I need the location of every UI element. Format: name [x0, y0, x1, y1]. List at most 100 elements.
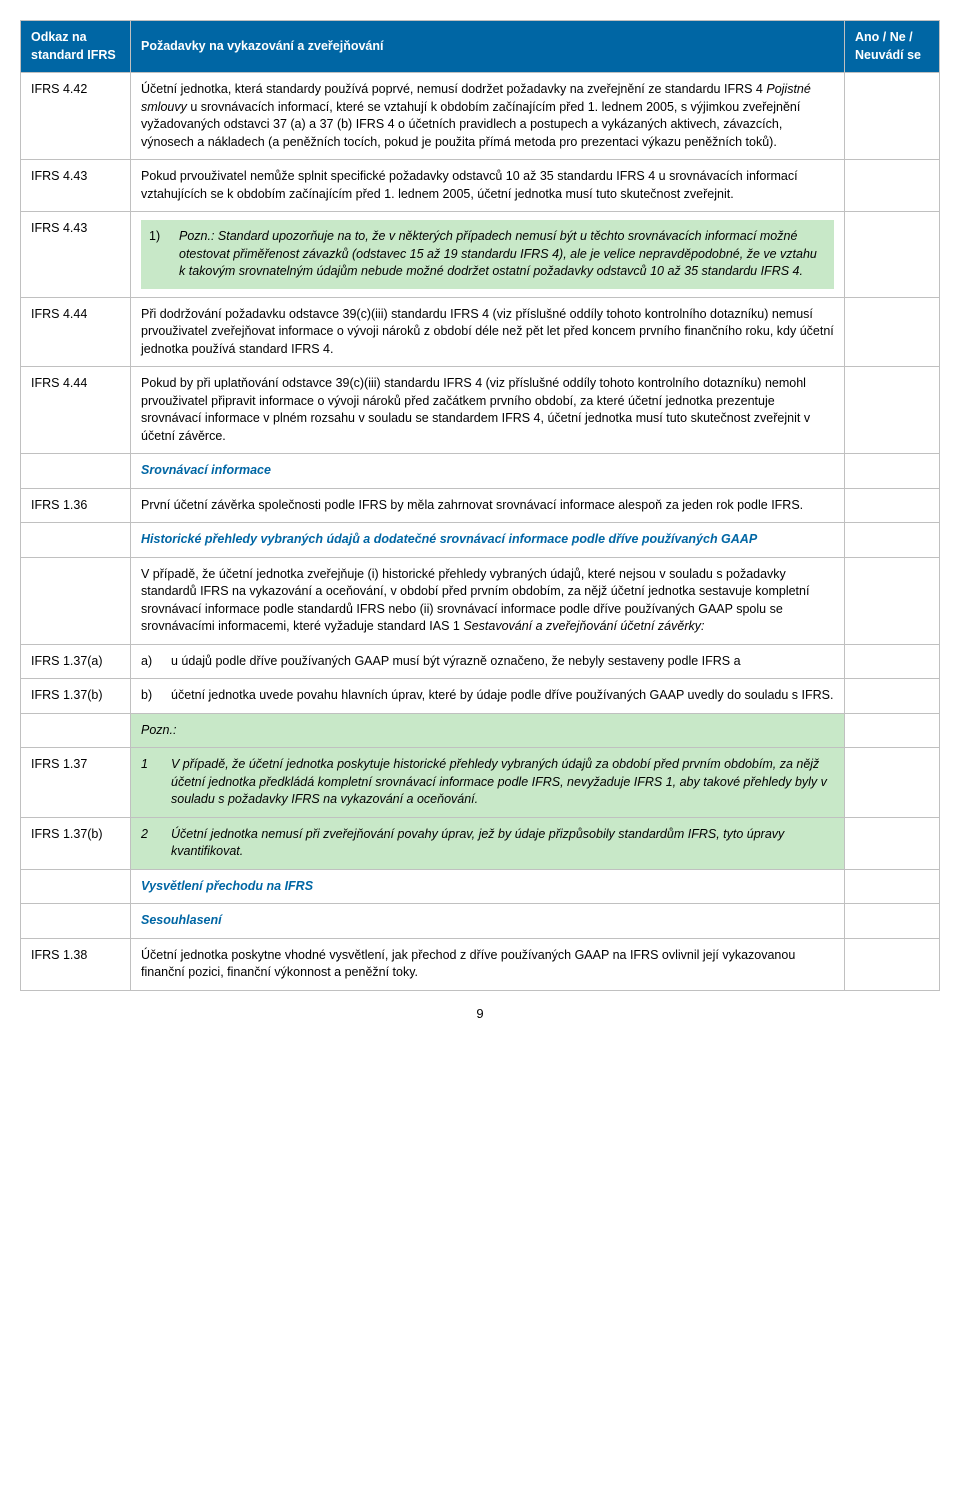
- ref-cell: IFRS 1.37(b): [21, 679, 131, 714]
- note-text: Pozn.: Standard upozorňuje na to, že v n…: [179, 228, 826, 281]
- yn-cell: [845, 297, 940, 367]
- yn-cell: [845, 748, 940, 818]
- yn-cell: [845, 212, 940, 298]
- table-row: IFRS 1.38 Účetní jednotka poskytne vhodn…: [21, 938, 940, 990]
- italic-term: Pojistné smlouvy: [141, 82, 811, 114]
- note-body: V případě, že účetní jednotka poskytuje …: [171, 756, 834, 809]
- req-cell: Pokud by při uplatňování odstavce 39(c)(…: [131, 367, 845, 454]
- table-row: IFRS 4.43 Pokud prvouživatel nemůže spln…: [21, 160, 940, 212]
- ref-cell: [21, 904, 131, 939]
- list-item: a) u údajů podle dříve používaných GAAP …: [141, 653, 834, 671]
- yn-cell: [845, 367, 940, 454]
- ref-cell: [21, 713, 131, 748]
- note-body: Účetní jednotka nemusí při zveřejňování …: [171, 826, 834, 861]
- req-cell: Pozn.:: [131, 713, 845, 748]
- req-cell: Při dodržování požadavku odstavce 39(c)(…: [131, 297, 845, 367]
- req-cell: Účetní jednotka, která standardy používá…: [131, 73, 845, 160]
- note-item: 1 V případě, že účetní jednotka poskytuj…: [141, 756, 834, 809]
- table-header-row: Odkaz na standard IFRS Požadavky na vyka…: [21, 21, 940, 73]
- table-row: IFRS 1.36 První účetní závěrka společnos…: [21, 488, 940, 523]
- req-cell: Účetní jednotka poskytne vhodné vysvětle…: [131, 938, 845, 990]
- table-row: Sesouhlasení: [21, 904, 940, 939]
- header-req: Požadavky na vykazování a zveřejňování: [131, 21, 845, 73]
- list-letter: a): [141, 653, 159, 671]
- subhead: Sesouhlasení: [141, 913, 222, 927]
- req-text: Při dodržování požadavku odstavce 39(c)(…: [141, 307, 834, 356]
- yn-cell: [845, 869, 940, 904]
- table-row: IFRS 1.37(b) b) účetní jednotka uvede po…: [21, 679, 940, 714]
- list-item: b) účetní jednotka uvede povahu hlavních…: [141, 687, 834, 705]
- list-letter: b): [141, 687, 159, 705]
- subhead: Srovnávací informace: [141, 463, 271, 477]
- subhead: Vysvětlení přechodu na IFRS: [141, 879, 313, 893]
- req-cell: Pokud prvouživatel nemůže splnit specifi…: [131, 160, 845, 212]
- pozn-label: Pozn.:: [141, 723, 176, 737]
- disclosure-table: Odkaz na standard IFRS Požadavky na vyka…: [20, 20, 940, 991]
- note-label: Pozn.:: [179, 229, 214, 243]
- ref-cell: [21, 523, 131, 558]
- req-text: Účetní jednotka, která standardy používá…: [141, 82, 811, 149]
- req-cell: Sesouhlasení: [131, 904, 845, 939]
- req-cell: 1 V případě, že účetní jednotka poskytuj…: [131, 748, 845, 818]
- note-block: 1) Pozn.: Standard upozorňuje na to, že …: [141, 220, 834, 289]
- italic-term: Sestavování a zveřejňování účetní závěrk…: [463, 619, 704, 633]
- table-row: IFRS 1.37(b) 2 Účetní jednotka nemusí př…: [21, 817, 940, 869]
- yn-cell: [845, 644, 940, 679]
- yn-cell: [845, 938, 940, 990]
- ref-cell: IFRS 4.43: [21, 212, 131, 298]
- viz-ref: viz příslušné oddíly tohoto kontrolního …: [497, 307, 765, 321]
- pre: Při dodržování požadavku odstavce 39(c)(…: [141, 307, 497, 321]
- ref-cell: IFRS 4.44: [21, 297, 131, 367]
- table-row: Historické přehledy vybraných údajů a do…: [21, 523, 940, 558]
- yn-cell: [845, 679, 940, 714]
- yn-cell: [845, 454, 940, 489]
- table-row: IFRS 4.43 1) Pozn.: Standard upozorňuje …: [21, 212, 940, 298]
- req-cell: Vysvětlení přechodu na IFRS: [131, 869, 845, 904]
- ref-cell: IFRS 1.37(a): [21, 644, 131, 679]
- list-body: účetní jednotka uvede povahu hlavních úp…: [171, 687, 834, 705]
- ref-cell: IFRS 4.43: [21, 160, 131, 212]
- header-yn: Ano / Ne / Neuvádí se: [845, 21, 940, 73]
- table-row: IFRS 4.44 Při dodržování požadavku odsta…: [21, 297, 940, 367]
- yn-cell: [845, 904, 940, 939]
- req-cell: a) u údajů podle dříve používaných GAAP …: [131, 644, 845, 679]
- ref-cell: IFRS 1.38: [21, 938, 131, 990]
- table-row: IFRS 1.37(a) a) u údajů podle dříve použ…: [21, 644, 940, 679]
- table-row: V případě, že účetní jednotka zveřejňuje…: [21, 557, 940, 644]
- note-item: 2 Účetní jednotka nemusí při zveřejňován…: [141, 826, 834, 861]
- table-row: Pozn.:: [21, 713, 940, 748]
- table-row: Vysvětlení přechodu na IFRS: [21, 869, 940, 904]
- req-cell: 2 Účetní jednotka nemusí při zveřejňován…: [131, 817, 845, 869]
- table-row: IFRS 1.37 1 V případě, že účetní jednotk…: [21, 748, 940, 818]
- ref-cell: IFRS 1.37(b): [21, 817, 131, 869]
- req-cell: b) účetní jednotka uvede povahu hlavních…: [131, 679, 845, 714]
- note-num: 1): [149, 228, 167, 281]
- note-body: Standard upozorňuje na to, že v některýc…: [179, 229, 817, 278]
- table-row: IFRS 4.44 Pokud by při uplatňování odsta…: [21, 367, 940, 454]
- req-cell: První účetní závěrka společnosti podle I…: [131, 488, 845, 523]
- table-row: Srovnávací informace: [21, 454, 940, 489]
- list-body: u údajů podle dříve používaných GAAP mus…: [171, 653, 834, 671]
- req-text: V případě, že účetní jednotka zveřejňuje…: [141, 567, 809, 634]
- yn-cell: [845, 817, 940, 869]
- yn-cell: [845, 523, 940, 558]
- subhead: Historické přehledy vybraných údajů a do…: [141, 532, 757, 546]
- note-num: 2: [141, 826, 159, 861]
- yn-cell: [845, 713, 940, 748]
- note-num: 1: [141, 756, 159, 809]
- page-number: 9: [20, 1005, 940, 1023]
- header-ref: Odkaz na standard IFRS: [21, 21, 131, 73]
- ref-cell: IFRS 1.37: [21, 748, 131, 818]
- req-cell: Historické přehledy vybraných údajů a do…: [131, 523, 845, 558]
- table-row: IFRS 4.42 Účetní jednotka, která standar…: [21, 73, 940, 160]
- yn-cell: [845, 488, 940, 523]
- req-cell: 1) Pozn.: Standard upozorňuje na to, že …: [131, 212, 845, 298]
- yn-cell: [845, 160, 940, 212]
- req-cell: V případě, že účetní jednotka zveřejňuje…: [131, 557, 845, 644]
- yn-cell: [845, 73, 940, 160]
- ref-cell: [21, 454, 131, 489]
- req-cell: Srovnávací informace: [131, 454, 845, 489]
- ref-cell: [21, 557, 131, 644]
- ref-cell: IFRS 1.36: [21, 488, 131, 523]
- yn-cell: [845, 557, 940, 644]
